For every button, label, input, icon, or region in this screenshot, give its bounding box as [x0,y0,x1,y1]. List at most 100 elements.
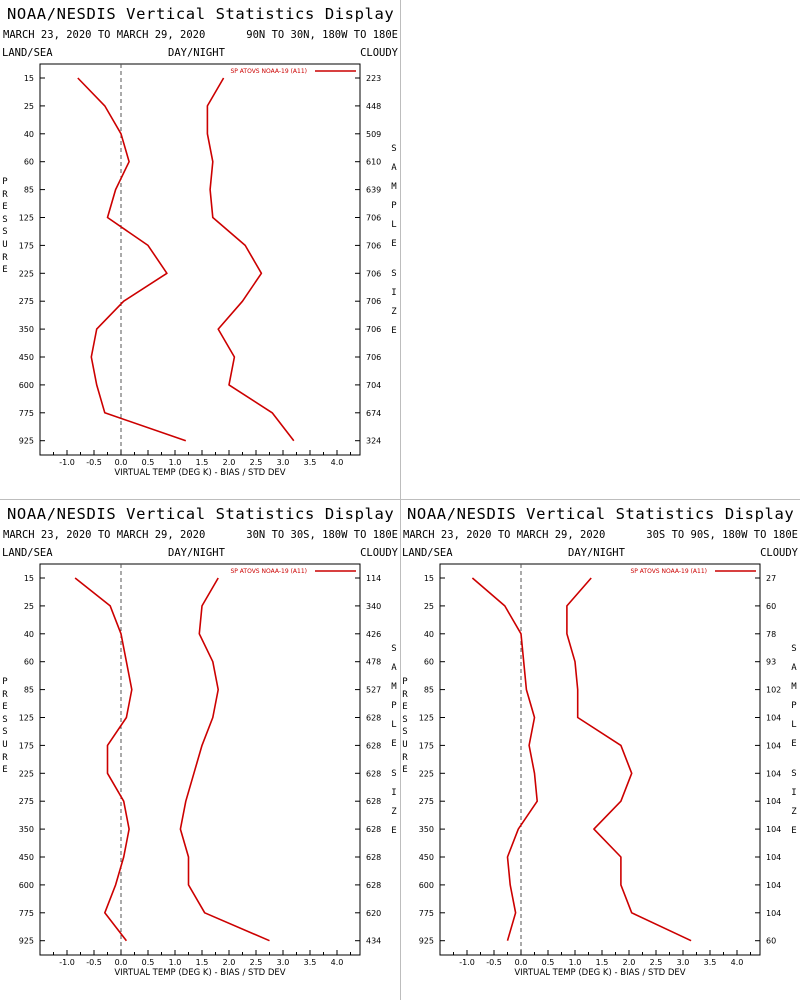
sample-size-label: 628 [366,881,381,890]
x-tick-label: 1.5 [196,958,209,967]
sky-label: CLOUDY [760,547,798,559]
surface-label: LAND/SEA [402,547,453,559]
std_dev-series-line [206,77,295,442]
date-range: MARCH 23, 2020 TO MARCH 29, 2020 [3,29,206,41]
sample-size-label: 674 [366,409,381,418]
pressure-level-label: 225 [19,769,34,778]
plot-area: -1.0 -0.5 0.0 0.5 1.0 1.5 2.0 2.5 3.0 3.5 4.0 VIRTU… [419,563,781,978]
pressure-level-label: 175 [19,241,34,250]
pressure-level-label: 450 [19,353,34,362]
panel-divider-horizontal [0,499,800,500]
pressure-level-label: 450 [19,853,34,862]
sample-size-label: 704 [366,381,381,390]
chart-title: NOAA/NESDIS Vertical Statistics Display [7,505,395,523]
pressure-level-label: 925 [419,937,434,946]
x-tick-label: 3.0 [277,958,290,967]
x-tick-label: 0.5 [542,958,555,967]
bias-series-line [77,77,187,442]
std_dev-series-line [566,577,692,942]
sky-label: CLOUDY [360,47,398,59]
pressure-level-label: 350 [419,825,434,834]
x-tick-label: 1.0 [569,958,582,967]
pressure-level-label: 60 [24,158,34,167]
region-label: 30N TO 30S, 180W TO 180E [246,529,398,541]
pressure-level-label: 350 [19,325,34,334]
sample-size-label: 93 [766,658,776,667]
sample-size-label: 104 [766,714,781,723]
region-label: 90N TO 30N, 180W TO 180E [246,29,398,41]
pressure-level-label: 225 [419,769,434,778]
x-tick-label: 3.5 [704,958,717,967]
pressure-level-label: 775 [19,409,34,418]
sample-size-label: 223 [366,74,381,83]
x-tick-label: 4.0 [731,958,744,967]
pressure-level-label: 175 [419,741,434,750]
pressure-level-label: 25 [24,102,34,111]
x-tick-label: 0.0 [115,958,128,967]
sample-size-label: 340 [366,602,381,611]
region-label: 30S TO 90S, 180W TO 180E [646,529,798,541]
x-tick-label: 3.0 [277,458,290,467]
chart-title: NOAA/NESDIS Vertical Statistics Display [7,5,395,23]
x-tick-label: 0.0 [115,458,128,467]
sample-size-label: 104 [766,853,781,862]
sample-size-label: 628 [366,825,381,834]
sample-size-label: 527 [366,686,381,695]
x-tick-label: 0.0 [515,958,528,967]
sample-size-label: 434 [366,937,381,946]
sample-size-label: 610 [366,158,381,167]
sample-size-label: 104 [766,741,781,750]
x-tick-label: 2.5 [250,958,263,967]
x-tick-label: 3.5 [304,958,317,967]
pressure-level-label: 600 [19,881,34,890]
plot-frame [439,563,761,956]
x-tick-label: 2.0 [223,458,236,467]
time-of-day-label: DAY/NIGHT [168,547,225,559]
sample-size-label: 104 [766,825,781,834]
pressure-level-label: 40 [424,630,434,639]
x-axis-label: VIRTUAL TEMP (DEG K) - BIAS / STD DEV [114,968,285,978]
x-tick-label: 1.5 [596,958,609,967]
pressure-level-label: 275 [19,797,34,806]
x-tick-label: -0.5 [486,958,502,967]
pressure-level-label: 275 [419,797,434,806]
x-tick-label: 1.0 [169,458,182,467]
pressure-level-label: 15 [24,574,34,583]
sample-size-label: 628 [366,714,381,723]
legend-label: SP ATOVS NOAA-19 (A11) [230,568,307,575]
legend-label: SP ATOVS NOAA-19 (A11) [630,568,707,575]
pressure-level-label: 350 [19,825,34,834]
x-axis-label: VIRTUAL TEMP (DEG K) - BIAS / STD DEV [114,468,285,478]
x-tick-label: 2.5 [250,458,263,467]
x-tick-label: 1.0 [169,958,182,967]
sample-size-label: 114 [366,574,381,583]
legend-label: SP ATOVS NOAA-19 (A11) [230,68,307,75]
date-range: MARCH 23, 2020 TO MARCH 29, 2020 [403,529,606,541]
sample-size-label: 104 [766,881,781,890]
sample-size-label: 628 [366,741,381,750]
pressure-level-label: 15 [24,74,34,83]
pressure-level-label: 925 [19,937,34,946]
sample-size-label: 60 [766,602,776,611]
bias-series-line [471,577,538,941]
pressure-level-label: 85 [24,186,34,195]
x-tick-label: 4.0 [331,458,344,467]
sample-size-label: 706 [366,269,381,278]
x-tick-label: 2.0 [623,958,636,967]
sample-size-label: 706 [366,297,381,306]
sample-size-label: 27 [766,574,776,583]
plot-area: -1.0 -0.5 0.0 0.5 1.0 1.5 2.0 2.5 3.0 3.5 4.0 VIRTU… [19,63,381,478]
pressure-level-label: 775 [419,909,434,918]
chart-panel-south: NOAA/NESDIS Vertical Statistics Display M… [400,500,800,1000]
panel-divider-vertical [400,0,401,1000]
sample-size-label: 104 [766,909,781,918]
bias-series-line [74,577,133,942]
pressure-level-label: 125 [19,714,34,723]
sample-size-label: 706 [366,241,381,250]
x-tick-label: 3.5 [304,458,317,467]
